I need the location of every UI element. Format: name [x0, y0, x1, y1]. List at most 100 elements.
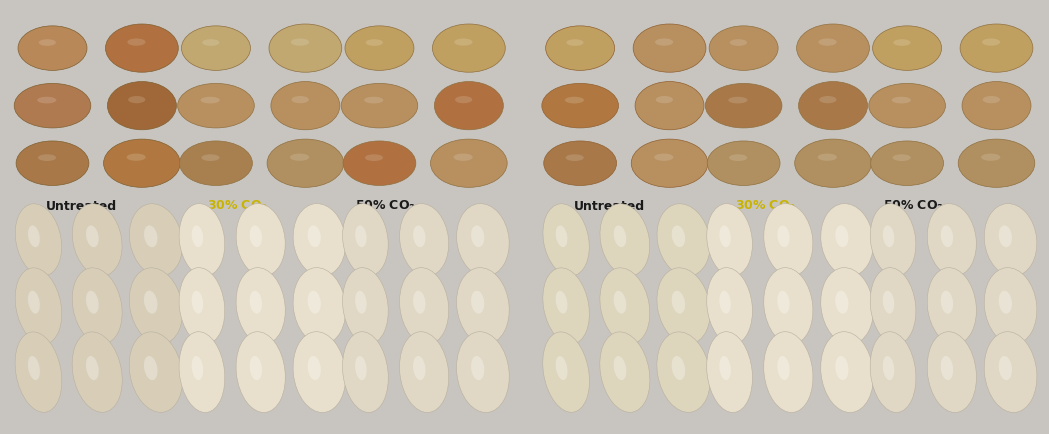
Ellipse shape [871, 268, 916, 345]
Ellipse shape [129, 204, 183, 276]
Ellipse shape [72, 332, 123, 412]
Ellipse shape [894, 40, 911, 47]
Ellipse shape [958, 140, 1034, 188]
Ellipse shape [871, 141, 943, 186]
Ellipse shape [614, 291, 626, 314]
Ellipse shape [818, 39, 837, 46]
Ellipse shape [984, 268, 1036, 345]
Ellipse shape [366, 40, 383, 47]
Ellipse shape [927, 332, 977, 413]
Ellipse shape [201, 155, 219, 161]
Ellipse shape [556, 356, 568, 380]
Ellipse shape [707, 268, 752, 345]
Ellipse shape [566, 40, 583, 47]
Ellipse shape [15, 268, 62, 345]
Ellipse shape [267, 140, 344, 188]
Ellipse shape [144, 226, 157, 247]
Text: Untreated: Untreated [574, 200, 645, 213]
Ellipse shape [356, 291, 367, 314]
Ellipse shape [400, 332, 449, 413]
Ellipse shape [271, 82, 340, 131]
Ellipse shape [38, 155, 57, 161]
Ellipse shape [144, 291, 157, 314]
Ellipse shape [400, 268, 449, 345]
Ellipse shape [107, 82, 176, 131]
Ellipse shape [820, 204, 874, 276]
Ellipse shape [291, 154, 309, 161]
Text: $\mathbf{50\%\ CO_2}$: $\mathbf{50\%\ CO_2}$ [356, 199, 416, 214]
Ellipse shape [15, 332, 62, 412]
Ellipse shape [634, 25, 706, 73]
Ellipse shape [192, 356, 204, 380]
Ellipse shape [28, 226, 40, 247]
Ellipse shape [999, 291, 1012, 314]
Ellipse shape [456, 332, 509, 413]
Ellipse shape [471, 356, 485, 380]
Ellipse shape [927, 204, 977, 276]
Ellipse shape [542, 332, 590, 412]
Ellipse shape [657, 332, 710, 412]
Ellipse shape [655, 154, 673, 161]
Ellipse shape [16, 204, 62, 276]
Ellipse shape [250, 226, 262, 248]
Ellipse shape [179, 268, 224, 345]
Ellipse shape [269, 25, 342, 73]
Ellipse shape [542, 84, 619, 128]
Ellipse shape [307, 356, 321, 380]
Ellipse shape [343, 204, 388, 276]
Ellipse shape [983, 97, 1000, 104]
Text: $\mathbf{50\%\ CO_2}$: $\mathbf{50\%\ CO_2}$ [883, 199, 944, 214]
Ellipse shape [707, 332, 752, 413]
Ellipse shape [454, 39, 472, 46]
Ellipse shape [600, 332, 650, 412]
Ellipse shape [455, 97, 472, 104]
Ellipse shape [434, 82, 504, 131]
Ellipse shape [981, 154, 1001, 161]
Ellipse shape [413, 226, 426, 248]
Ellipse shape [236, 332, 285, 413]
Ellipse shape [657, 204, 710, 276]
Ellipse shape [819, 97, 836, 104]
Ellipse shape [104, 140, 180, 188]
Ellipse shape [764, 268, 813, 345]
Ellipse shape [39, 40, 56, 47]
Ellipse shape [709, 27, 778, 71]
Ellipse shape [728, 98, 748, 104]
Ellipse shape [542, 268, 590, 345]
Ellipse shape [456, 268, 509, 345]
Ellipse shape [798, 82, 868, 131]
Ellipse shape [432, 25, 506, 73]
Ellipse shape [28, 291, 40, 314]
Ellipse shape [883, 356, 895, 380]
Ellipse shape [962, 82, 1031, 131]
Ellipse shape [671, 356, 685, 380]
Ellipse shape [293, 268, 346, 345]
Ellipse shape [144, 356, 157, 380]
Ellipse shape [707, 141, 780, 186]
Ellipse shape [657, 268, 710, 345]
Ellipse shape [883, 291, 895, 314]
Ellipse shape [883, 226, 895, 248]
Ellipse shape [764, 204, 813, 276]
Ellipse shape [892, 98, 911, 104]
Ellipse shape [127, 154, 146, 161]
Ellipse shape [307, 226, 321, 248]
Ellipse shape [777, 226, 790, 248]
Ellipse shape [795, 140, 872, 188]
Ellipse shape [343, 268, 388, 345]
Ellipse shape [86, 226, 99, 247]
Ellipse shape [453, 154, 473, 161]
Ellipse shape [729, 155, 747, 161]
Ellipse shape [707, 204, 752, 276]
Ellipse shape [192, 226, 204, 248]
Ellipse shape [671, 226, 685, 247]
Ellipse shape [631, 140, 708, 188]
Ellipse shape [656, 97, 673, 104]
Ellipse shape [179, 204, 224, 276]
Ellipse shape [293, 204, 346, 276]
Ellipse shape [291, 39, 309, 46]
Ellipse shape [565, 155, 584, 161]
Ellipse shape [106, 25, 178, 73]
Ellipse shape [820, 268, 874, 345]
Ellipse shape [941, 226, 954, 248]
